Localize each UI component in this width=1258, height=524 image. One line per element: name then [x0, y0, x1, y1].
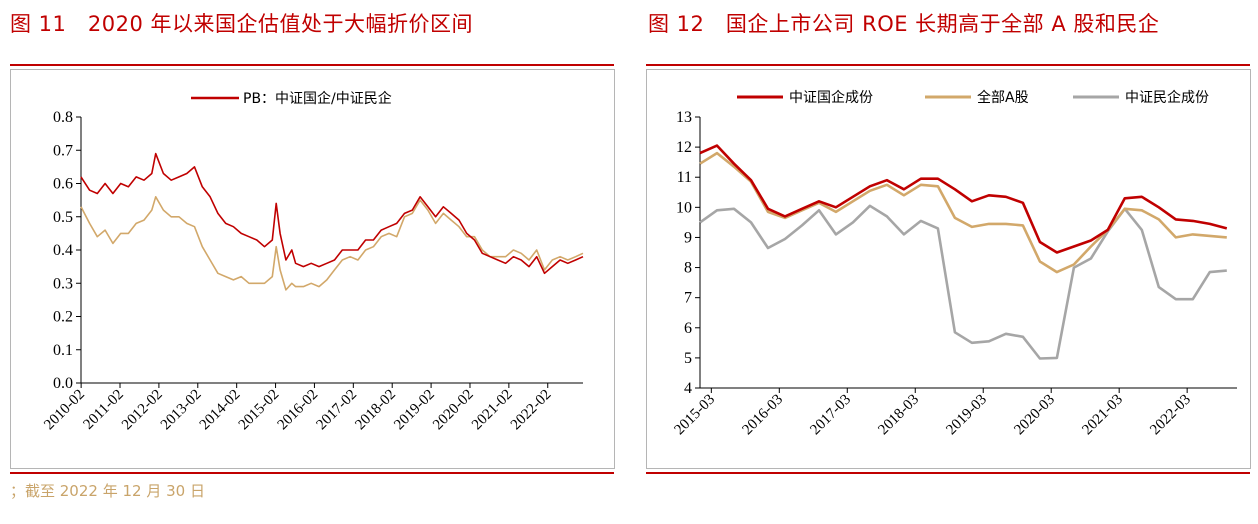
x-tick-label: 2022-03	[1147, 392, 1194, 439]
x-tick-label: 2016-03	[739, 392, 786, 439]
y-tick-label: 0.8	[53, 109, 73, 126]
x-tick-label: 2018-03	[875, 392, 922, 439]
left-figure-title: 图 11 2020 年以来国企估值处于大幅折价区间	[10, 12, 474, 36]
y-tick-label: 0.7	[53, 142, 73, 159]
left-pb-chart: 0.0 0.1 0.2 0.3 0.4 0.5 0.6 0.7 0.8 2010-022011-0…	[41, 90, 584, 434]
x-tick-label: 2019-03	[943, 392, 990, 439]
x-tick-label: 2022-02	[508, 387, 555, 434]
y-tick-label: 13	[676, 109, 692, 126]
y-tick-label: 0.0	[53, 375, 73, 392]
y-tick-label: 7	[684, 290, 692, 307]
x-tick-label: 2011-02	[81, 387, 127, 433]
legend-label: 中证国企成份	[789, 89, 873, 106]
series-line	[80, 196, 584, 291]
x-tick-label: 2020-02	[430, 387, 477, 434]
y-tick-label: 0.3	[53, 275, 73, 292]
x-tick-label: 2017-03	[807, 392, 854, 439]
right-bottom-rule	[646, 472, 1250, 474]
x-tick-label: 2012-02	[119, 387, 166, 434]
x-tick-label: 2019-02	[391, 387, 438, 434]
right-title-rule	[646, 64, 1250, 66]
y-tick-label: 0.5	[53, 209, 73, 226]
series-line	[699, 144, 1228, 254]
legend-label: 全部A股	[977, 89, 1029, 106]
x-tick-label: 2013-02	[158, 387, 205, 434]
x-tick-label: 2015-02	[236, 387, 283, 434]
x-tick-label: 2015-03	[671, 392, 718, 439]
right-chart-panel: 4 5 6 7 8 9 10 11 12 13 2015-03 2016-03 2017-03 2018-…	[646, 69, 1251, 469]
left-chart-panel: 0.0 0.1 0.2 0.3 0.4 0.5 0.6 0.7 0.8 2010-02 2011-0…	[10, 69, 615, 469]
legend-label: 中证民企成份	[1125, 89, 1209, 106]
footnote: ；截至 2022 年 12 月 30 日	[10, 482, 205, 500]
left-title-rule	[10, 64, 614, 66]
y-tick-label: 10	[676, 199, 692, 216]
y-tick-label: 9	[684, 229, 692, 246]
y-tick-label: 11	[677, 169, 692, 186]
y-tick-label: 5	[684, 350, 692, 367]
x-tick-label: 2018-02	[352, 387, 399, 434]
y-tick-label: 0.2	[53, 309, 73, 326]
x-tick-label: 2016-02	[275, 387, 322, 434]
x-tick-label: 2021-02	[469, 387, 516, 434]
legend-label: PB：中证国企/中证民企	[243, 90, 392, 107]
left-bottom-rule	[10, 472, 614, 474]
series-line	[699, 204, 1227, 360]
y-tick-label: 8	[684, 260, 692, 277]
y-tick-label: 6	[684, 320, 692, 337]
y-tick-label: 0.4	[53, 242, 73, 259]
y-tick-label: 0.1	[53, 342, 73, 359]
y-tick-label: 0.6	[53, 176, 73, 193]
y-tick-label: 12	[676, 139, 692, 156]
x-tick-label: 2021-03	[1079, 392, 1126, 439]
y-tick-label: 4	[684, 380, 692, 397]
x-tick-label: 2010-02	[41, 387, 88, 434]
right-figure-title: 图 12 国企上市公司 ROE 长期高于全部 A 股和民企	[648, 12, 1160, 36]
x-tick-label: 2017-02	[313, 387, 360, 434]
series-line	[699, 151, 1227, 274]
right-roe-chart: 4 5 6 7 8 9 10 11 12 13 2015-03 2016-03 2017-03 2018-…	[671, 89, 1237, 439]
series-line	[80, 152, 584, 275]
x-tick-label: 2014-02	[197, 387, 244, 434]
x-tick-label: 2020-03	[1011, 392, 1058, 439]
